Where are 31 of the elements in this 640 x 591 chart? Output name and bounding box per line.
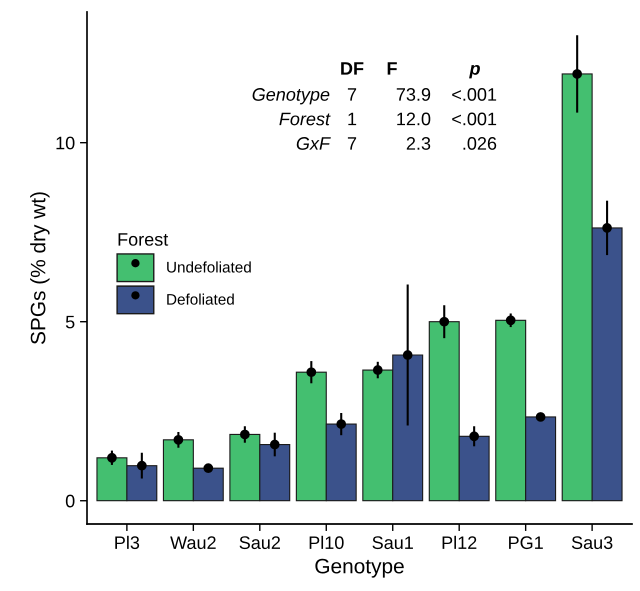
x-tick-label: Pl3 xyxy=(115,536,140,550)
annotation: <.001 xyxy=(452,112,496,126)
annotation: DF xyxy=(341,62,364,75)
annotation: F xyxy=(388,62,397,75)
annotation: GxF xyxy=(296,137,331,150)
x-axis-title: Genotype xyxy=(252,88,330,104)
x-tick-label: Wau2 xyxy=(170,536,216,550)
x-tick-label: Pl12 xyxy=(442,536,476,549)
annotation: p xyxy=(469,64,480,78)
legend-title: Forest xyxy=(118,233,168,246)
legend-label: Defoliated xyxy=(167,294,234,305)
x-tick-label: Pl10 xyxy=(310,536,344,550)
y-tick-label: 5 xyxy=(66,316,74,328)
annotation: 7 xyxy=(348,137,356,150)
y-tick-label: 0 xyxy=(66,494,74,508)
annotation: <.001 xyxy=(452,88,496,101)
annotation: 7 xyxy=(348,88,356,101)
annotation: .026 xyxy=(464,137,496,150)
annotation: 2.3 xyxy=(406,137,430,150)
annotation: 12.0 xyxy=(397,112,430,126)
legend-label: Undefoliated xyxy=(167,261,251,273)
y-axis-title: SPGs (% dry wt) xyxy=(30,192,50,344)
annotation: 1 xyxy=(348,112,356,126)
y-tick-label: 10 xyxy=(56,136,74,150)
x-tick-label: Sau2 xyxy=(240,536,280,550)
x-tick-label: Sau1 xyxy=(372,536,413,550)
x-tick-label: PG1 xyxy=(509,536,543,550)
annotation: Forest xyxy=(279,112,331,126)
annotation: 73.9 xyxy=(396,88,430,101)
x-tick-label: Sau3 xyxy=(572,536,612,550)
text: Genotype xyxy=(315,558,404,578)
